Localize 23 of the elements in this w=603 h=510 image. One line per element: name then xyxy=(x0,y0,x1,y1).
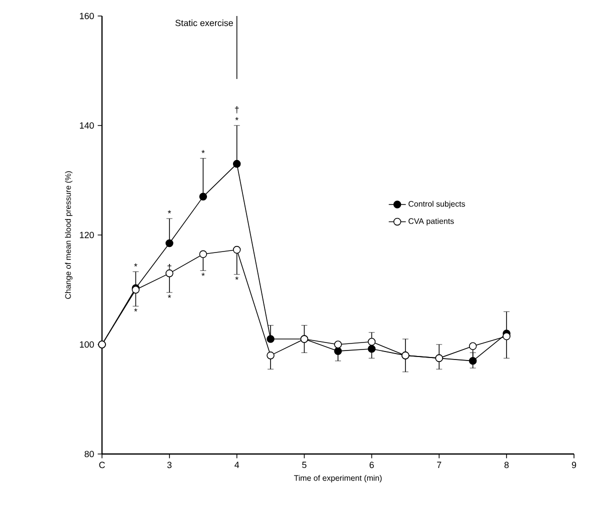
annotation: * xyxy=(134,263,138,266)
ref-line-label: Static exercise xyxy=(175,20,233,26)
x-tick-label: 9 xyxy=(572,462,576,468)
annotation: * xyxy=(202,150,205,154)
annotation: * xyxy=(235,276,238,280)
x-tick-label: 8 xyxy=(504,462,509,468)
x-tick-label: C xyxy=(99,462,105,468)
y-tick-label: 100 xyxy=(80,341,94,348)
y-tick-label: 120 xyxy=(80,232,94,238)
annotation: * xyxy=(134,308,138,312)
x-tick-label: 6 xyxy=(370,462,374,468)
annotation: * xyxy=(168,210,172,214)
x-tick-label: 4 xyxy=(234,462,240,468)
y-tick-label: 160 xyxy=(80,12,94,20)
x-tick-label: 7 xyxy=(437,462,442,468)
annotation: * xyxy=(202,272,205,276)
y-tick-label: 80 xyxy=(84,450,94,458)
x-tick-label: 3 xyxy=(167,462,172,468)
annotation: * xyxy=(168,294,172,298)
x-tick-label: 5 xyxy=(302,462,306,468)
annotation: * xyxy=(235,117,238,120)
annotation: † xyxy=(234,106,239,114)
y-tick-label: 140 xyxy=(80,122,94,129)
